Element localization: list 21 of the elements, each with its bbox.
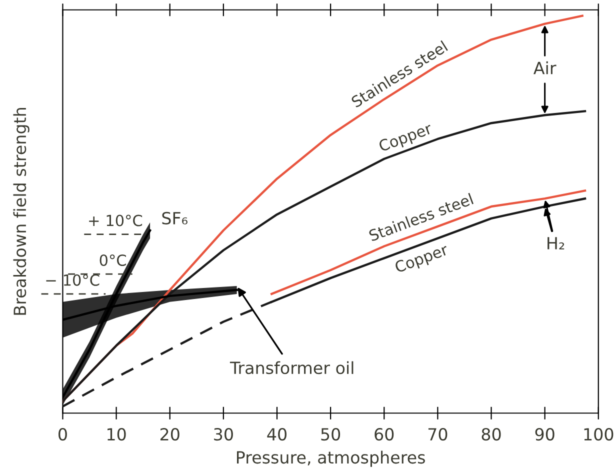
x-tick-label: 90	[535, 428, 554, 441]
x-tick-label: 30	[214, 428, 233, 441]
x-tick-label: 20	[160, 428, 180, 441]
x-tick-label: 0	[58, 428, 67, 441]
x-tick-label: 50	[321, 428, 340, 441]
y-axis-title: Breakdown field strength	[13, 108, 30, 315]
x-axis-title: Pressure, atmospheres	[236, 450, 425, 467]
annotation: 0°C	[100, 254, 126, 266]
x-tick-label: 10	[108, 428, 126, 441]
x-tick-label: 40	[267, 428, 286, 441]
text: Transformer oil	[230, 361, 354, 374]
annotation: + 10°C	[89, 214, 142, 226]
x-tick-label: 70	[428, 428, 448, 441]
annotation: Air	[534, 61, 556, 74]
annotation: H₂	[548, 237, 564, 250]
x-tick-label: 60	[374, 428, 394, 441]
series-label: SF₆	[162, 212, 188, 224]
annotation: − 10°C	[46, 274, 100, 286]
text: Copper	[394, 243, 450, 276]
x-tick-label: 80	[482, 428, 501, 441]
x-tick-label: 100	[584, 428, 614, 441]
